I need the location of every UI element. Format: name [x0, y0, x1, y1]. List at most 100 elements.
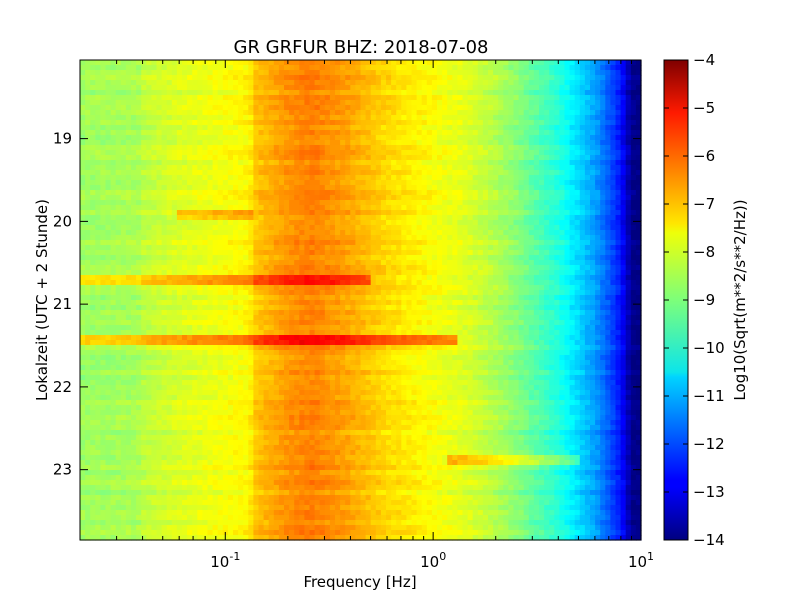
heatmap-cell — [554, 190, 560, 196]
heatmap-cell — [324, 210, 331, 216]
heatmap-cell — [161, 85, 168, 91]
heatmap-cell — [579, 225, 586, 231]
heatmap-cell — [156, 280, 163, 286]
heatmap-cell — [115, 145, 122, 151]
heatmap-cell — [171, 285, 178, 291]
heatmap-cell — [136, 230, 142, 236]
heatmap-cell — [273, 280, 280, 286]
heatmap-cell — [176, 160, 183, 166]
heatmap-cell — [564, 270, 571, 276]
heatmap-cell — [375, 120, 382, 126]
heatmap-cell — [335, 160, 341, 166]
heatmap-cell — [630, 280, 637, 286]
heatmap-cell — [513, 105, 520, 111]
heatmap-cell — [146, 130, 152, 136]
heatmap-cell — [569, 215, 576, 221]
heatmap-cell — [299, 80, 305, 86]
heatmap-cell — [238, 285, 244, 291]
heatmap-cell — [605, 250, 611, 256]
heatmap-cell — [620, 80, 627, 86]
heatmap-cell — [559, 225, 566, 231]
heatmap-cell — [314, 150, 321, 156]
heatmap-cell — [156, 240, 163, 246]
heatmap-cell — [304, 70, 311, 76]
heatmap-cell — [472, 200, 479, 206]
heatmap-cell — [518, 65, 525, 71]
heatmap-cell — [161, 255, 168, 261]
heatmap-cell — [590, 175, 596, 181]
heatmap-cell — [569, 265, 576, 271]
heatmap-cell — [192, 130, 198, 136]
heatmap-cell — [528, 200, 535, 206]
heatmap-cell — [574, 250, 581, 256]
heatmap-cell — [477, 100, 484, 106]
heatmap-cell — [539, 220, 545, 226]
heatmap-cell — [401, 275, 407, 281]
heatmap-cell — [452, 145, 458, 151]
heatmap-cell — [105, 255, 112, 261]
heatmap-cell — [579, 265, 586, 271]
heatmap-cell — [340, 210, 346, 216]
heatmap-cell — [625, 140, 632, 146]
heatmap-cell — [182, 225, 188, 231]
heatmap-cell — [518, 265, 525, 271]
heatmap-cell — [278, 250, 285, 256]
heatmap-cell — [600, 210, 606, 216]
heatmap-cell — [80, 230, 86, 236]
heatmap-cell — [258, 190, 265, 196]
heatmap-cell — [544, 115, 550, 121]
heatmap-cell — [233, 175, 239, 181]
heatmap-cell — [335, 100, 341, 106]
heatmap-cell — [217, 125, 224, 131]
heatmap-cell — [166, 265, 173, 271]
heatmap-cell — [212, 80, 219, 86]
heatmap-cell — [467, 135, 474, 141]
heatmap-cell — [289, 265, 295, 271]
heatmap-cell — [625, 265, 632, 271]
heatmap-cell — [182, 215, 188, 221]
heatmap-cell — [340, 130, 346, 136]
heatmap-cell — [360, 90, 367, 96]
heatmap-cell — [375, 65, 382, 71]
heatmap-cell — [355, 135, 362, 141]
heatmap-cell — [477, 180, 484, 186]
heatmap-cell — [161, 145, 168, 151]
heatmap-cell — [197, 95, 203, 101]
heatmap-cell — [457, 150, 464, 156]
heatmap-cell — [197, 285, 203, 291]
heatmap-cell — [518, 115, 525, 121]
heatmap-cell — [620, 105, 627, 111]
heatmap-cell — [447, 255, 453, 261]
heatmap-cell — [217, 65, 224, 71]
heatmap-cell — [467, 195, 474, 201]
heatmap-cell — [370, 150, 377, 156]
heatmap-cell — [319, 245, 326, 251]
heatmap-cell — [406, 260, 413, 266]
heatmap-cell — [217, 225, 224, 231]
heatmap-cell — [518, 225, 525, 231]
heatmap-cell — [329, 180, 336, 186]
heatmap-cell — [202, 110, 209, 116]
heatmap-cell — [345, 65, 351, 71]
heatmap-cell — [615, 200, 622, 206]
heatmap-cell — [304, 280, 311, 286]
heatmap-cell — [508, 180, 515, 186]
heatmap-cell — [380, 275, 387, 281]
heatmap-cell — [360, 270, 367, 276]
heatmap-cell — [355, 280, 362, 286]
heatmap-cell — [380, 175, 387, 181]
heatmap-cell — [95, 135, 101, 141]
heatmap-cell — [539, 80, 545, 86]
heatmap-cell — [477, 170, 484, 176]
heatmap-cell — [141, 270, 147, 276]
heatmap-cell — [176, 155, 183, 161]
heatmap-cell — [380, 265, 387, 271]
heatmap-cell — [350, 70, 356, 76]
heatmap-cell — [85, 135, 91, 141]
heatmap-cell — [217, 260, 224, 266]
heatmap-cell — [273, 115, 280, 121]
heatmap-cell — [559, 160, 566, 166]
heatmap-cell — [477, 215, 484, 221]
heatmap-cell — [243, 110, 249, 116]
heatmap-cell — [564, 130, 571, 136]
